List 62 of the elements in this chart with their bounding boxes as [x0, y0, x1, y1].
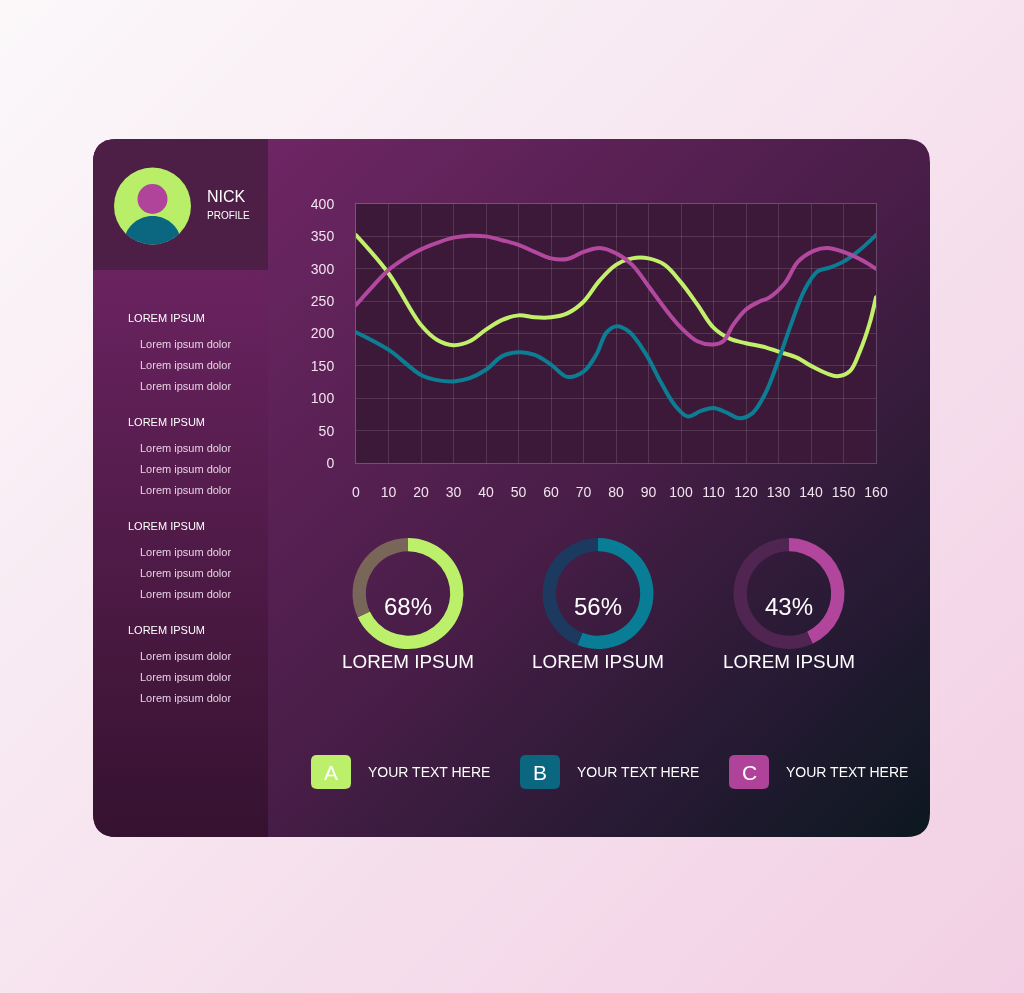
text: LOREM IPSUM: [128, 416, 206, 428]
text: Lorem ipsum dolor: [140, 380, 232, 392]
y-tick-label: 0: [326, 454, 335, 471]
text: YOUR TEXT HERE: [368, 764, 491, 780]
x-tick-label: 60: [543, 483, 559, 500]
x-tick-label: 130: [766, 483, 791, 500]
text: LOREM IPSUM: [723, 650, 855, 672]
text: Lorem ipsum dolor: [140, 359, 232, 371]
y-tick-label: 400: [310, 195, 335, 212]
text: Lorem ipsum dolor: [140, 338, 232, 350]
x-tick-label: 10: [380, 483, 397, 500]
x-tick-label: 100: [669, 483, 693, 500]
text: Lorem ipsum dolor: [140, 463, 232, 475]
x-tick-label: 140: [799, 483, 823, 500]
category-label: C: [742, 761, 758, 784]
y-tick-label: 250: [310, 293, 335, 310]
text: LOREM IPSUM: [128, 312, 206, 324]
donut-slice: [733, 538, 813, 649]
x-tick-label: 150: [831, 483, 856, 500]
x-tick-label: 90: [640, 483, 657, 500]
line-series: [356, 233, 876, 379]
y-tick-label: 300: [310, 260, 335, 277]
text: YOUR TEXT HERE: [786, 764, 909, 780]
category-label: B: [533, 761, 548, 784]
text: LOREM IPSUM: [342, 650, 474, 672]
text: Lorem ipsum dolor: [140, 588, 232, 600]
y-tick-label: 100: [310, 390, 335, 407]
text: LOREM IPSUM: [128, 624, 206, 636]
text: Lorem ipsum dolor: [140, 650, 232, 662]
x-tick-label: 160: [864, 483, 888, 500]
y-tick-label: 350: [310, 228, 335, 245]
category-label: A: [324, 761, 339, 784]
x-tick-label: 80: [608, 483, 624, 500]
y-tick-label: 50: [318, 422, 335, 439]
x-tick-label: 70: [575, 483, 592, 500]
text: 43%: [765, 593, 814, 620]
donut-slice: [577, 538, 654, 649]
x-tick-label: 30: [445, 483, 462, 500]
x-tick-label: 110: [702, 483, 725, 500]
x-tick-label: 0: [352, 483, 361, 500]
line-series: [356, 233, 876, 421]
y-tick-label: 200: [310, 325, 335, 342]
text: LOREM IPSUM: [532, 650, 664, 672]
text: PROFILE: [207, 210, 251, 221]
text: Lorem ipsum dolor: [140, 484, 232, 496]
line-series: [356, 233, 876, 347]
x-tick-label: 120: [734, 483, 758, 500]
x-tick-label: 40: [478, 483, 494, 500]
text: Lorem ipsum dolor: [140, 442, 232, 454]
text: 68%: [384, 593, 433, 620]
text: Lorem ipsum dolor: [140, 671, 232, 683]
text: NICK: [207, 188, 246, 205]
text: 56%: [574, 593, 623, 620]
x-tick-label: 20: [413, 483, 429, 500]
donut-slice: [357, 538, 464, 649]
text: Lorem ipsum dolor: [140, 546, 232, 558]
text: LOREM IPSUM: [128, 520, 206, 532]
y-tick-label: 150: [310, 357, 335, 374]
x-tick-label: 50: [510, 483, 527, 500]
text: Lorem ipsum dolor: [140, 567, 232, 579]
text: Lorem ipsum dolor: [140, 692, 232, 704]
text: YOUR TEXT HERE: [577, 764, 700, 780]
